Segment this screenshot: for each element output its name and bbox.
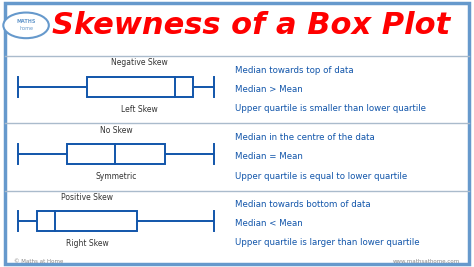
- Text: Median < Mean: Median < Mean: [235, 219, 302, 228]
- Text: www.mathsathome.com: www.mathsathome.com: [392, 259, 460, 264]
- Text: Skewness of a Box Plot: Skewness of a Box Plot: [52, 11, 450, 40]
- Text: Median in the centre of the data: Median in the centre of the data: [235, 133, 374, 142]
- Text: Upper quartile is larger than lower quartile: Upper quartile is larger than lower quar…: [235, 238, 419, 247]
- Text: Median > Mean: Median > Mean: [235, 85, 302, 94]
- Bar: [87, 77, 192, 97]
- Text: Median towards bottom of data: Median towards bottom of data: [235, 200, 370, 209]
- Text: Upper quartile is smaller than lower quartile: Upper quartile is smaller than lower qua…: [235, 104, 426, 113]
- Text: © Maths at Home: © Maths at Home: [14, 259, 64, 264]
- Text: Upper quartile is equal to lower quartile: Upper quartile is equal to lower quartil…: [235, 172, 407, 180]
- Text: home: home: [19, 26, 33, 31]
- Circle shape: [3, 13, 49, 38]
- Text: Left Skew: Left Skew: [121, 105, 158, 114]
- Text: MATHS: MATHS: [17, 19, 36, 24]
- Text: Median towards top of data: Median towards top of data: [235, 66, 353, 75]
- Text: Negative Skew: Negative Skew: [111, 58, 168, 67]
- Text: No Skew: No Skew: [100, 126, 132, 135]
- Text: Symmetric: Symmetric: [95, 172, 137, 181]
- Bar: [67, 144, 164, 164]
- Text: Median = Mean: Median = Mean: [235, 152, 302, 161]
- Text: Right Skew: Right Skew: [65, 239, 108, 248]
- Bar: [37, 211, 137, 231]
- Text: Positive Skew: Positive Skew: [61, 193, 113, 202]
